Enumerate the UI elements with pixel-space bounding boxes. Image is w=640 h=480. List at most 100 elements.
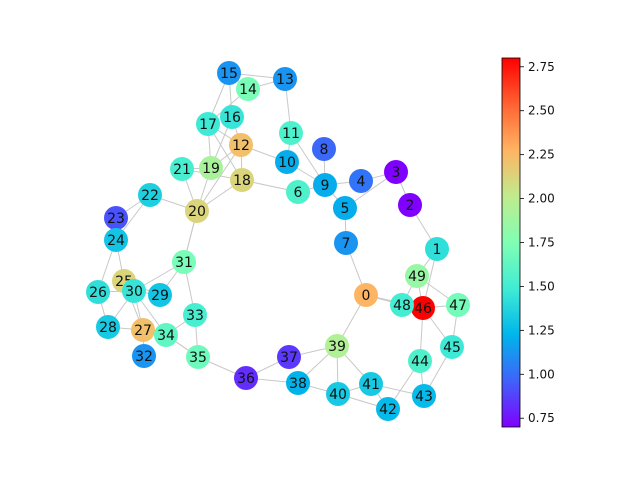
node-label: 26 [89, 285, 107, 301]
node-34: 34 [154, 323, 178, 347]
node-label: 48 [393, 298, 411, 314]
node-label: 1 [433, 242, 442, 258]
colorbar-tick-label: 1.25 [528, 323, 555, 337]
node-circle [359, 372, 383, 396]
node-circle [132, 344, 156, 368]
node-14: 14 [236, 77, 260, 101]
node-circle [170, 157, 194, 181]
node-38: 38 [286, 371, 310, 395]
node-19: 19 [199, 156, 223, 180]
node-circle [286, 371, 310, 395]
node-circle [138, 183, 162, 207]
node-circle [186, 345, 210, 369]
node-17: 17 [196, 112, 220, 136]
node-circle [234, 366, 258, 390]
node-49: 49 [405, 264, 429, 288]
node-37: 37 [277, 345, 301, 369]
node-circle [325, 334, 349, 358]
node-3: 3 [384, 160, 408, 184]
node-circle [376, 397, 400, 421]
node-circle [349, 169, 373, 193]
node-circle [220, 105, 244, 129]
node-44: 44 [408, 349, 432, 373]
node-label: 44 [411, 354, 429, 370]
colorbar-tick-label: 1.00 [528, 367, 555, 381]
node-circle [86, 280, 110, 304]
node-label: 31 [175, 255, 193, 271]
colorbar-ticks: 0.75 1.00 1.25 1.50 1.75 2.00 2.25 2.50 2.75 [520, 60, 555, 425]
node-circle [390, 293, 414, 317]
node-label: 28 [99, 320, 117, 336]
node-circle [183, 303, 207, 327]
node-label: 0 [362, 288, 371, 304]
colorbar-tick-label: 1.75 [528, 236, 555, 250]
node-circle [230, 168, 254, 192]
node-circle [131, 318, 155, 342]
node-circle [286, 180, 310, 204]
node-circle [279, 121, 303, 145]
node-circle [236, 77, 260, 101]
node-circle [326, 382, 350, 406]
node-circle [217, 61, 241, 85]
node-31: 31 [172, 250, 196, 274]
node-label: 30 [125, 284, 143, 300]
node-label: 17 [199, 117, 217, 133]
node-7: 7 [334, 231, 358, 255]
node-label: 24 [107, 233, 125, 249]
node-label: 10 [278, 155, 296, 171]
node-39: 39 [325, 334, 349, 358]
node-circle [313, 173, 337, 197]
node-circle [104, 206, 128, 230]
node-46: 46 [411, 296, 435, 320]
node-label: 37 [280, 350, 298, 366]
node-1: 1 [425, 237, 449, 261]
node-circle [185, 199, 209, 223]
node-label: 7 [342, 236, 351, 252]
node-12: 12 [229, 133, 253, 157]
node-circle [199, 156, 223, 180]
node-circle [196, 112, 220, 136]
node-circle [275, 150, 299, 174]
node-circle [440, 335, 464, 359]
node-label: 34 [157, 328, 175, 344]
node-29: 29 [148, 283, 172, 307]
node-42: 42 [376, 397, 400, 421]
colorbar-gradient [501, 57, 521, 428]
node-label: 46 [414, 301, 432, 317]
colorbar-tick-label: 1.50 [528, 279, 555, 293]
node-48: 48 [390, 293, 414, 317]
node-circle [148, 283, 172, 307]
node-22: 22 [138, 183, 162, 207]
node-label: 2 [406, 198, 415, 214]
node-36: 36 [234, 366, 258, 390]
node-circle [312, 137, 336, 161]
node-circle [96, 315, 120, 339]
node-label: 6 [294, 185, 303, 201]
colorbar-tick-label: 0.75 [528, 411, 555, 425]
node-circle [408, 349, 432, 373]
node-label: 9 [321, 178, 330, 194]
node-47: 47 [446, 293, 470, 317]
node-label: 12 [232, 138, 250, 154]
node-26: 26 [86, 280, 110, 304]
node-label: 19 [202, 161, 220, 177]
node-circle [425, 237, 449, 261]
node-label: 13 [276, 72, 294, 88]
node-label: 21 [173, 162, 191, 178]
colorbar-tick-label: 2.75 [528, 60, 555, 74]
colorbar-tick-label: 2.50 [528, 104, 555, 118]
node-9: 9 [313, 173, 337, 197]
node-21: 21 [170, 157, 194, 181]
colorbar-tick-label: 2.25 [528, 148, 555, 162]
node-label: 22 [141, 188, 159, 204]
node-label: 33 [186, 308, 204, 324]
node-label: 43 [415, 389, 433, 405]
node-label: 16 [223, 110, 241, 126]
node-circle [334, 231, 358, 255]
node-circle [122, 279, 146, 303]
node-35: 35 [186, 345, 210, 369]
node-label: 45 [443, 340, 461, 356]
node-label: 38 [289, 376, 307, 392]
node-circle [277, 345, 301, 369]
